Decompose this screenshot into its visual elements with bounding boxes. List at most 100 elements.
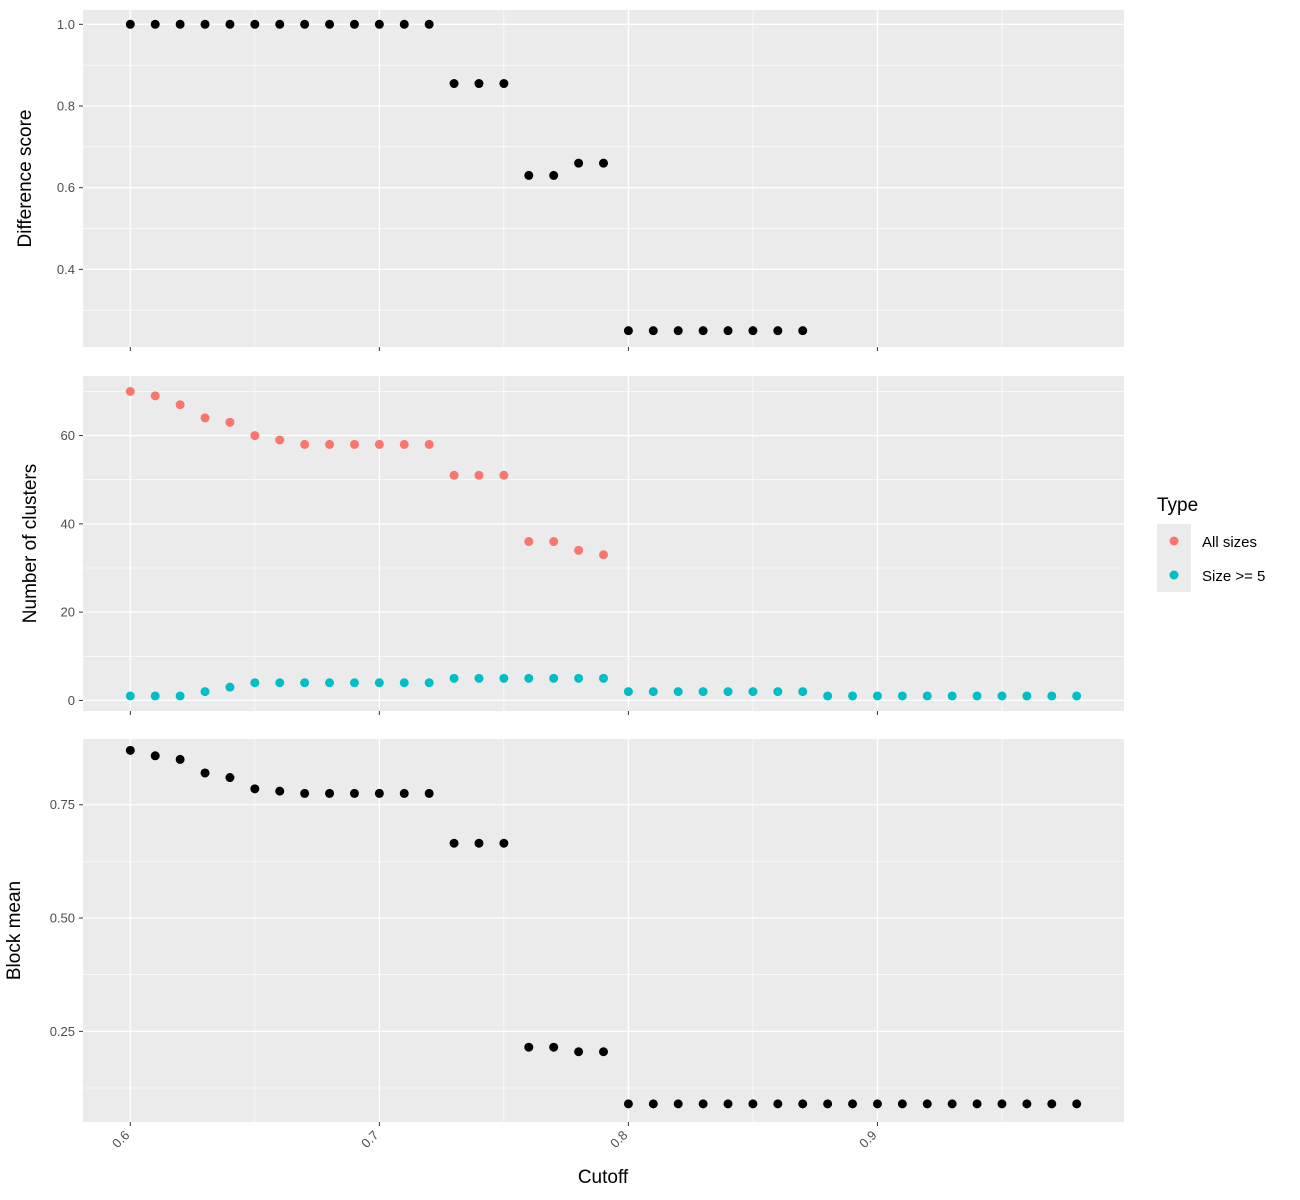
- data-point: [225, 417, 235, 427]
- data-point: [673, 1099, 683, 1109]
- y-tick-label: 1.0: [57, 17, 75, 32]
- y-tick-label: 20: [61, 605, 75, 620]
- data-point: [325, 19, 335, 29]
- data-point: [275, 435, 285, 445]
- data-point: [349, 439, 359, 449]
- data-point: [574, 545, 584, 555]
- data-point: [474, 673, 484, 683]
- data-point: [175, 19, 185, 29]
- data-point: [848, 1099, 858, 1109]
- panels: 0.4 0.6 0.8 1.0 Difference score 0 20 40 60 Numbe…: [4, 10, 1124, 1151]
- data-point: [474, 838, 484, 848]
- data-point: [1072, 691, 1082, 701]
- data-point: [349, 678, 359, 688]
- legend-label-size-5: Size >= 5: [1202, 568, 1265, 585]
- data-point: [1047, 1099, 1057, 1109]
- data-point: [300, 788, 310, 798]
- data-point: [823, 691, 833, 701]
- data-point: [250, 431, 260, 441]
- data-point: [524, 537, 534, 547]
- data-point: [872, 691, 882, 701]
- y-axis-title: Block mean: [4, 881, 25, 980]
- data-point: [524, 1042, 534, 1052]
- data-point: [499, 673, 509, 683]
- data-point: [150, 391, 160, 401]
- data-point: [374, 788, 384, 798]
- y-tick-label: 0.25: [50, 1024, 75, 1039]
- data-point: [449, 470, 459, 480]
- y-tick-label: 0.50: [50, 911, 75, 926]
- data-point: [798, 326, 808, 336]
- data-point: [897, 691, 907, 701]
- series-points: [125, 19, 808, 336]
- data-point: [599, 158, 608, 168]
- data-point: [748, 687, 758, 697]
- data-point: [947, 691, 957, 701]
- series-size-5: [125, 673, 1082, 701]
- legend-title: Type: [1157, 495, 1198, 516]
- data-point: [698, 1099, 708, 1109]
- y-axis-title: Number of clusters: [20, 464, 41, 623]
- y-tick-label: 60: [61, 428, 75, 443]
- panel-background: [83, 376, 1124, 711]
- data-point: [599, 673, 608, 683]
- data-point: [275, 786, 285, 796]
- data-point: [897, 1099, 907, 1109]
- data-point: [623, 326, 633, 336]
- data-point: [648, 326, 658, 336]
- data-point: [648, 1099, 658, 1109]
- data-point: [723, 687, 733, 697]
- data-point: [524, 673, 534, 683]
- y-tick-label: 0.4: [57, 262, 75, 277]
- data-point: [549, 1042, 559, 1052]
- x-tick-label: 0.7: [358, 1128, 381, 1151]
- legend-label-all-sizes: All sizes: [1202, 534, 1257, 551]
- data-point: [200, 19, 210, 29]
- series-all-sizes: [125, 386, 608, 560]
- data-point: [349, 788, 359, 798]
- data-point: [798, 687, 808, 697]
- series-points: [125, 745, 1082, 1109]
- data-point: [748, 1099, 758, 1109]
- data-point: [972, 691, 982, 701]
- data-point: [200, 413, 210, 423]
- data-point: [424, 678, 434, 688]
- data-point: [698, 687, 708, 697]
- data-point: [599, 550, 608, 560]
- data-point: [549, 170, 559, 180]
- data-point: [474, 79, 484, 89]
- x-tick-label: 0.9: [856, 1128, 879, 1151]
- data-point: [574, 1047, 584, 1057]
- y-tick-label: 0.75: [50, 797, 75, 812]
- legend-key-size-5: [1169, 570, 1179, 580]
- data-point: [175, 754, 185, 764]
- panel-2: 0 20 40 60 Number of clusters: [20, 376, 1124, 715]
- data-point: [449, 79, 459, 89]
- data-point: [499, 79, 509, 89]
- data-point: [449, 673, 459, 683]
- data-point: [225, 19, 235, 29]
- data-point: [275, 678, 285, 688]
- data-point: [250, 678, 260, 688]
- legend-key-all-sizes: [1169, 536, 1179, 546]
- data-point: [200, 687, 210, 697]
- data-point: [325, 788, 335, 798]
- data-point: [997, 1099, 1007, 1109]
- data-point: [250, 19, 260, 29]
- data-point: [1072, 1099, 1082, 1109]
- data-point: [623, 687, 633, 697]
- x-tick-label: 0.6: [109, 1128, 132, 1151]
- y-axis-title: Difference score: [15, 110, 36, 248]
- data-point: [1022, 691, 1032, 701]
- panel-background: [83, 739, 1124, 1122]
- data-point: [723, 326, 733, 336]
- data-point: [748, 326, 758, 336]
- y-tick-label: 0: [68, 693, 75, 708]
- data-point: [325, 678, 335, 688]
- data-point: [225, 773, 235, 783]
- data-point: [424, 439, 434, 449]
- data-point: [997, 691, 1007, 701]
- data-point: [325, 439, 335, 449]
- data-point: [673, 326, 683, 336]
- data-point: [773, 1099, 783, 1109]
